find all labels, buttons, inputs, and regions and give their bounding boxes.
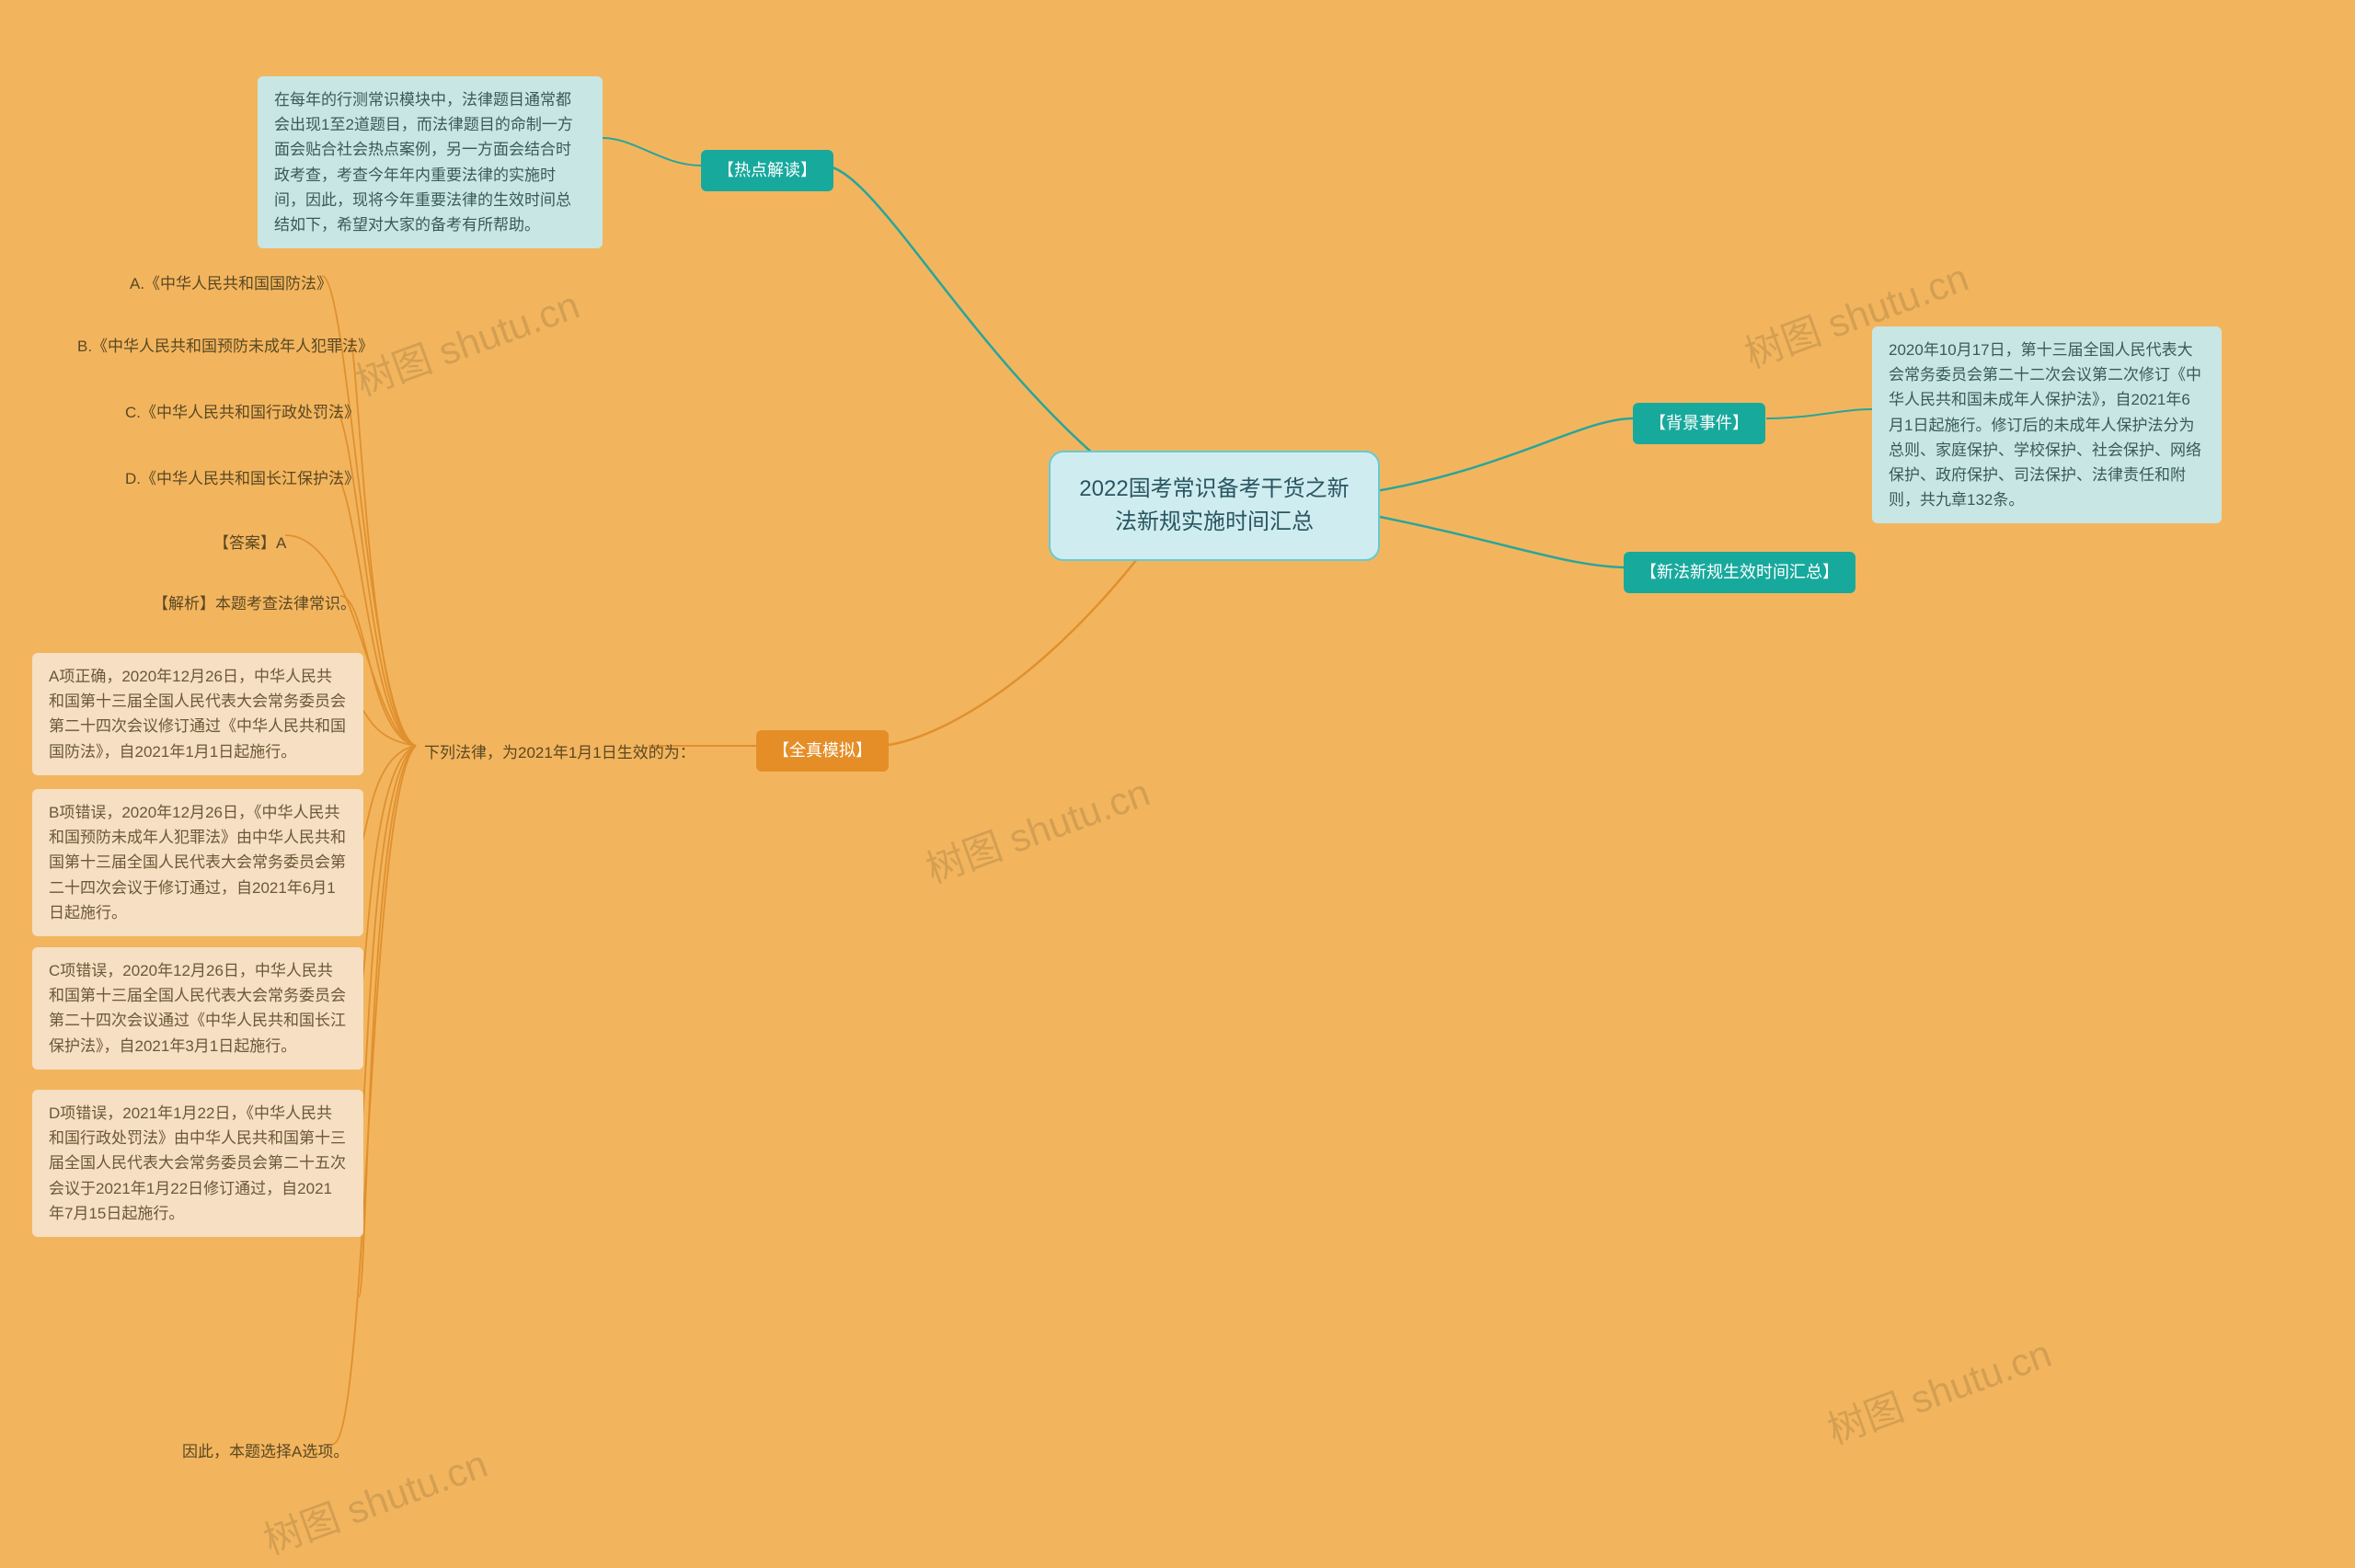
analysis-a: A项正确，2020年12月26日，中华人民共和国第十三届全国人民代表大会常务委员… [32,653,363,775]
analysis-a-text: A项正确，2020年12月26日，中华人民共和国第十三届全国人民代表大会常务委员… [49,668,346,761]
branch-hot-label: 【热点解读】 [718,161,817,179]
watermark: 树图 shutu.cn [917,761,1156,894]
analysis-c: C项错误，2020年12月26日，中华人民共和国第十三届全国人民代表大会常务委员… [32,947,363,1070]
background-detail-text: 2020年10月17日，第十三届全国人民代表大会常务委员会第二十二次会议第二次修… [1889,341,2201,509]
hot-detail-text: 在每年的行测常识模块中，法律题目通常都会出现1至2道题目，而法律题目的命制一方面… [274,91,573,234]
analysis-d-text: D项错误，2021年1月22日，《中华人民共和国行政处罚法》由中华人民共和国第十… [49,1104,346,1222]
answer-text: 【答案】A [213,534,286,552]
analysis-c-text: C项错误，2020年12月26日，中华人民共和国第十三届全国人民代表大会常务委员… [49,962,346,1055]
watermark: 树图 shutu.cn [347,274,586,406]
branch-background-label: 【背景事件】 [1649,414,1749,432]
analysis-b-text: B项错误，2020年12月26日，《中华人民共和国预防未成年人犯罪法》由中华人民… [49,804,346,921]
analysis-head: 【解析】本题考查法律常识。 [147,587,362,617]
option-a: A.《中华人民共和国国防法》 [124,267,338,297]
answer: 【答案】A [208,526,292,556]
option-a-text: A.《中华人民共和国国防法》 [130,275,332,292]
branch-mock-label: 【全真模拟】 [773,741,872,760]
center-text: 2022国考常识备考干货之新法新规实施时间汇总 [1079,476,1349,534]
watermark: 树图 shutu.cn [1819,1322,2058,1455]
option-b-text: B.《中华人民共和国预防未成年人犯罪法》 [77,338,373,355]
branch-mock: 【全真模拟】 [756,730,889,772]
center-node: 2022国考常识备考干货之新法新规实施时间汇总 [1049,451,1380,561]
hot-detail: 在每年的行测常识模块中，法律题目通常都会出现1至2道题目，而法律题目的命制一方面… [258,76,603,248]
option-c: C.《中华人民共和国行政处罚法》 [120,395,365,426]
analysis-b: B项错误，2020年12月26日，《中华人民共和国预防未成年人犯罪法》由中华人民… [32,789,363,936]
analysis-head-text: 【解析】本题考查法律常识。 [153,595,356,612]
option-d: D.《中华人民共和国长江保护法》 [120,462,365,492]
background-detail: 2020年10月17日，第十三届全国人民代表大会常务委员会第二十二次会议第二次修… [1872,326,2222,523]
branch-summary: 【新法新规生效时间汇总】 [1624,552,1855,593]
branch-summary-label: 【新法新规生效时间汇总】 [1640,563,1839,581]
analysis-d: D项错误，2021年1月22日，《中华人民共和国行政处罚法》由中华人民共和国第十… [32,1090,363,1237]
analysis-conclusion: 因此，本题选择A选项。 [177,1435,354,1465]
analysis-conclusion-text: 因此，本题选择A选项。 [182,1443,349,1460]
branch-background: 【背景事件】 [1633,403,1765,444]
mock-question: 下列法律，为2021年1月1日生效的为： [419,736,701,766]
mock-question-text: 下列法律，为2021年1月1日生效的为： [424,744,695,761]
branch-hot: 【热点解读】 [701,150,833,191]
option-d-text: D.《中华人民共和国长江保护法》 [125,470,360,487]
option-b: B.《中华人民共和国预防未成年人犯罪法》 [72,329,379,360]
option-c-text: C.《中华人民共和国行政处罚法》 [125,404,360,421]
